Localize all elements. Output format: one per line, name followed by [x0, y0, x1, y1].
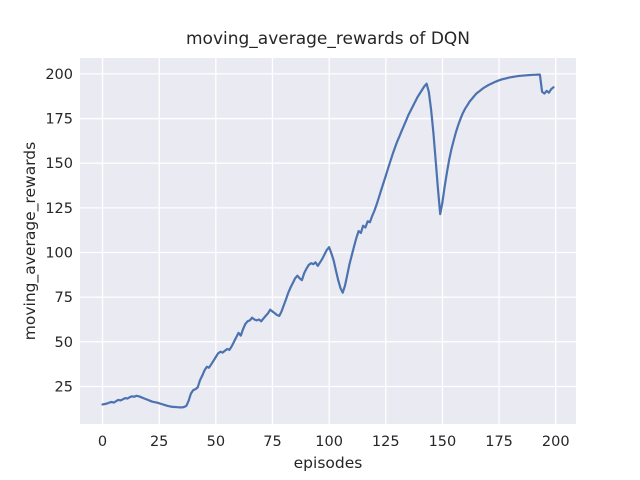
y-tick-label: 100 — [45, 246, 73, 262]
y-tick-label: 50 — [55, 335, 73, 351]
x-tick-label: 200 — [542, 434, 570, 450]
x-tick-label: 150 — [429, 434, 457, 450]
y-tick-label: 175 — [45, 112, 73, 128]
y-tick-label: 25 — [55, 379, 73, 395]
plot-area — [80, 58, 576, 424]
y-axis-label: moving_average_rewards — [21, 141, 39, 341]
x-tick-label: 0 — [98, 434, 107, 450]
x-tick-label: 125 — [372, 434, 400, 450]
y-tick-label: 75 — [55, 290, 73, 306]
x-tick-label: 100 — [315, 434, 343, 450]
x-tick-label: 175 — [485, 434, 513, 450]
x-tick-label: 50 — [207, 434, 225, 450]
reward-line — [101, 73, 555, 409]
y-tick-label: 150 — [45, 156, 73, 172]
chart-title: moving_average_rewards of DQN — [185, 29, 471, 49]
y-tick-label: 200 — [45, 67, 73, 83]
x-tick-label: 75 — [263, 434, 281, 450]
x-tick-label: 25 — [150, 434, 168, 450]
y-tick-label: 125 — [45, 201, 73, 217]
x-axis-label: episodes — [293, 454, 363, 472]
